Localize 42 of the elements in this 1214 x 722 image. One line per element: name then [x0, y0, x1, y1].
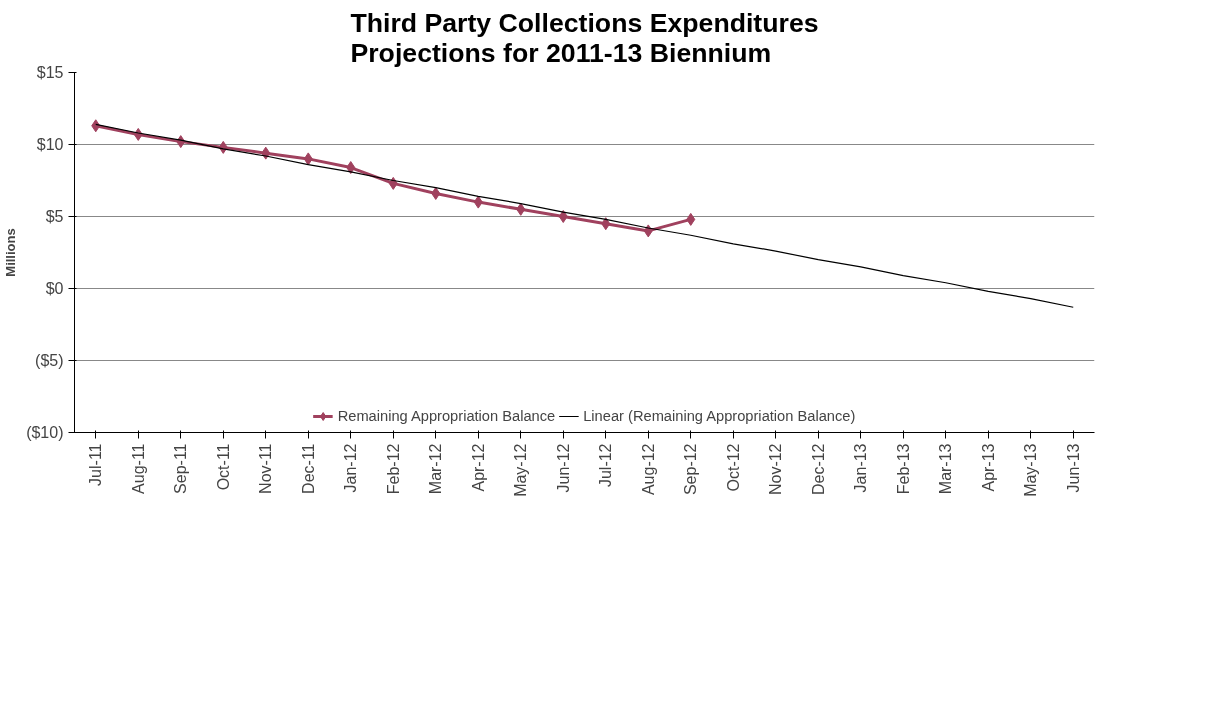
x-tick-label: Aug-12	[639, 443, 657, 496]
x-tick-label: Sep-12	[682, 443, 700, 496]
x-tick-label: Nov-12	[767, 443, 785, 496]
x-tick-label: Dec-11	[299, 443, 317, 494]
x-tick-label: Oct-12	[724, 443, 742, 492]
x-tick-label: Jan-12	[342, 443, 360, 493]
x-tick-label: Sep-11	[172, 443, 190, 494]
point	[601, 217, 611, 231]
x-tick-label: Apr-13	[979, 443, 997, 492]
legend-label: Linear (Remaining Appropriation Balance)	[583, 408, 856, 424]
y-tick-label: ($10)	[26, 424, 64, 441]
point	[473, 195, 483, 209]
legend-label: Remaining Appropriation Balance	[337, 408, 556, 424]
y-tick-label: $10	[36, 136, 64, 153]
point	[431, 186, 441, 200]
x-tick-label: May-12	[512, 443, 530, 497]
x-tick-label: Mar-12	[427, 443, 445, 495]
x-tick-label: Jul-11	[87, 443, 105, 486]
point	[303, 152, 313, 166]
point	[516, 202, 526, 216]
x-tick-label: Jun-12	[554, 443, 572, 493]
point	[686, 212, 696, 226]
x-tick-label: Jul-12	[597, 443, 615, 488]
x-tick-label: Dec-12	[809, 443, 827, 496]
y-tick-label: $0	[45, 280, 64, 297]
x-tick-label: Nov-11	[257, 443, 275, 494]
x-tick-label: Mar-13	[937, 443, 955, 495]
x-tick-label: Jan-13	[852, 443, 870, 493]
x-tick-label: Apr-12	[469, 443, 487, 492]
y-tick-label: ($5)	[35, 352, 64, 369]
chart-title: Third Party Collections Expenditures Projections for 2011-13 Biennium	[350, 7, 819, 68]
x-tick-label: May-13	[1022, 443, 1040, 497]
x-tick-label: Oct-11	[214, 443, 232, 491]
x-tick-label: Feb-13	[894, 443, 912, 495]
y-tick-label: $15	[36, 64, 64, 81]
y-axis-title: Millions	[3, 228, 19, 277]
y-tick-label: $5	[45, 208, 64, 225]
x-tick-label: Feb-12	[384, 443, 402, 495]
x-tick-label: Aug-11	[129, 443, 147, 494]
point	[558, 210, 568, 223]
x-tick-label: Jun-13	[1064, 443, 1082, 493]
point	[346, 161, 356, 175]
